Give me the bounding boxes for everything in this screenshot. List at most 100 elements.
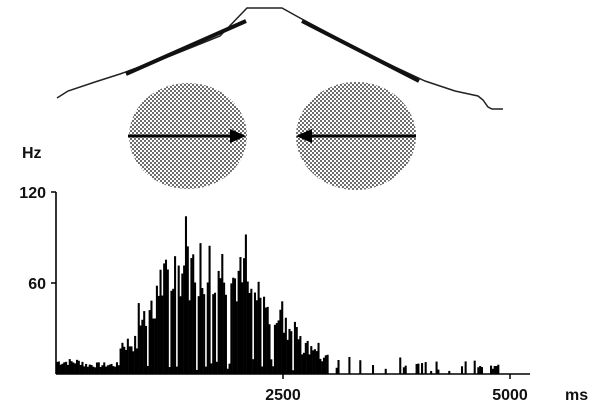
histogram-bar <box>88 364 91 374</box>
histogram-bar <box>288 328 291 374</box>
histogram-bar <box>268 324 271 374</box>
histogram-bar <box>125 349 128 374</box>
histogram-bar <box>250 288 253 374</box>
stimulus-trace <box>56 7 503 110</box>
histogram-bar <box>103 362 106 374</box>
histogram-bar <box>224 294 227 374</box>
histogram-bar <box>322 357 326 374</box>
histogram-bar <box>150 300 153 374</box>
histogram-bar <box>232 277 235 374</box>
histogram-bar <box>308 354 311 374</box>
histogram-bar <box>384 368 387 374</box>
histogram-bar <box>199 243 202 374</box>
ramp-down-bar <box>301 19 420 83</box>
histogram-bar <box>491 368 494 374</box>
histogram-bar <box>259 297 262 374</box>
histogram-bar <box>95 362 99 374</box>
histogram-bar <box>157 295 160 374</box>
histogram-bar <box>137 303 140 374</box>
histogram-bar <box>172 288 175 374</box>
histogram-bar <box>159 269 162 374</box>
x-tick-label: 2500 <box>265 387 301 404</box>
histogram-bar <box>264 307 267 374</box>
histogram-bar <box>319 358 322 374</box>
histogram-bar <box>155 285 158 374</box>
histogram-bar <box>121 342 124 374</box>
histogram-bar <box>241 282 244 374</box>
histogram-bar <box>315 351 318 374</box>
histogram-bar <box>226 368 229 374</box>
histogram-bar <box>228 363 231 374</box>
histogram-bar <box>460 366 464 374</box>
histogram-bar <box>201 288 204 374</box>
histogram-bar <box>105 366 108 374</box>
ramp-up-bar <box>125 19 247 76</box>
histogram-bar <box>293 321 296 374</box>
histogram-bar <box>301 354 304 374</box>
histogram-bar <box>61 363 64 374</box>
histogram-bar <box>115 362 118 374</box>
histogram-bar <box>495 365 498 374</box>
histogram-bars <box>56 216 500 374</box>
histogram-bar <box>272 366 275 374</box>
histogram-bar <box>479 366 482 374</box>
histogram-bar <box>324 355 327 374</box>
histogram-bar <box>290 331 293 374</box>
histogram-bar <box>215 361 218 374</box>
histogram-bar <box>244 234 247 374</box>
histogram-bar <box>57 361 60 374</box>
histogram-bar <box>283 332 286 374</box>
histogram-bar <box>424 362 427 374</box>
histogram-bar <box>70 361 73 374</box>
histogram-bar <box>299 336 302 374</box>
histogram-bar <box>190 258 193 374</box>
histogram-bar <box>223 282 226 374</box>
histogram-bar <box>263 296 266 374</box>
histogram-bar <box>59 364 62 374</box>
histogram-bar <box>371 365 375 374</box>
histogram-bar <box>270 359 273 374</box>
histogram-bar <box>306 340 309 374</box>
histogram-bar <box>164 259 168 374</box>
histogram-bar <box>273 324 276 374</box>
histogram-bar <box>56 361 59 374</box>
histogram-bar <box>213 292 217 374</box>
motion-arrow-right-icon <box>230 129 246 143</box>
histogram-bar <box>183 265 186 374</box>
histogram-bar <box>402 367 405 374</box>
histogram-bar <box>197 296 200 374</box>
histogram-bar <box>81 361 84 374</box>
histogram-bar <box>477 367 480 374</box>
histogram-bar <box>246 281 249 374</box>
histogram-bar <box>148 310 151 374</box>
histogram-bar <box>399 357 402 374</box>
histogram-bar <box>112 366 115 374</box>
histogram-bar <box>168 367 171 374</box>
histogram-bar <box>108 364 111 374</box>
histogram-bar <box>281 301 284 374</box>
histogram-bar <box>464 361 467 374</box>
histogram-bar <box>63 362 66 374</box>
histogram-bar <box>99 366 102 374</box>
histogram-bar <box>154 318 157 374</box>
histogram-bar <box>415 363 418 374</box>
histogram-bar <box>257 281 260 374</box>
histogram-bar <box>186 246 189 374</box>
histogram-bar <box>275 323 278 374</box>
histogram-bar <box>208 245 211 374</box>
histogram-bar <box>77 360 80 374</box>
histogram-bar <box>192 254 195 374</box>
histogram-bar <box>117 365 120 374</box>
histogram-bar <box>313 349 316 374</box>
histogram-bar <box>79 364 82 374</box>
histogram-bar <box>143 311 146 374</box>
histogram-bar <box>421 363 424 374</box>
histogram-bar <box>152 318 155 374</box>
x-unit-label: ms <box>565 387 588 404</box>
histogram-bar <box>163 263 166 374</box>
histogram-bar <box>83 366 86 374</box>
histogram-bar <box>480 367 484 374</box>
histogram-bar <box>206 282 209 374</box>
histogram-bar <box>106 365 109 374</box>
